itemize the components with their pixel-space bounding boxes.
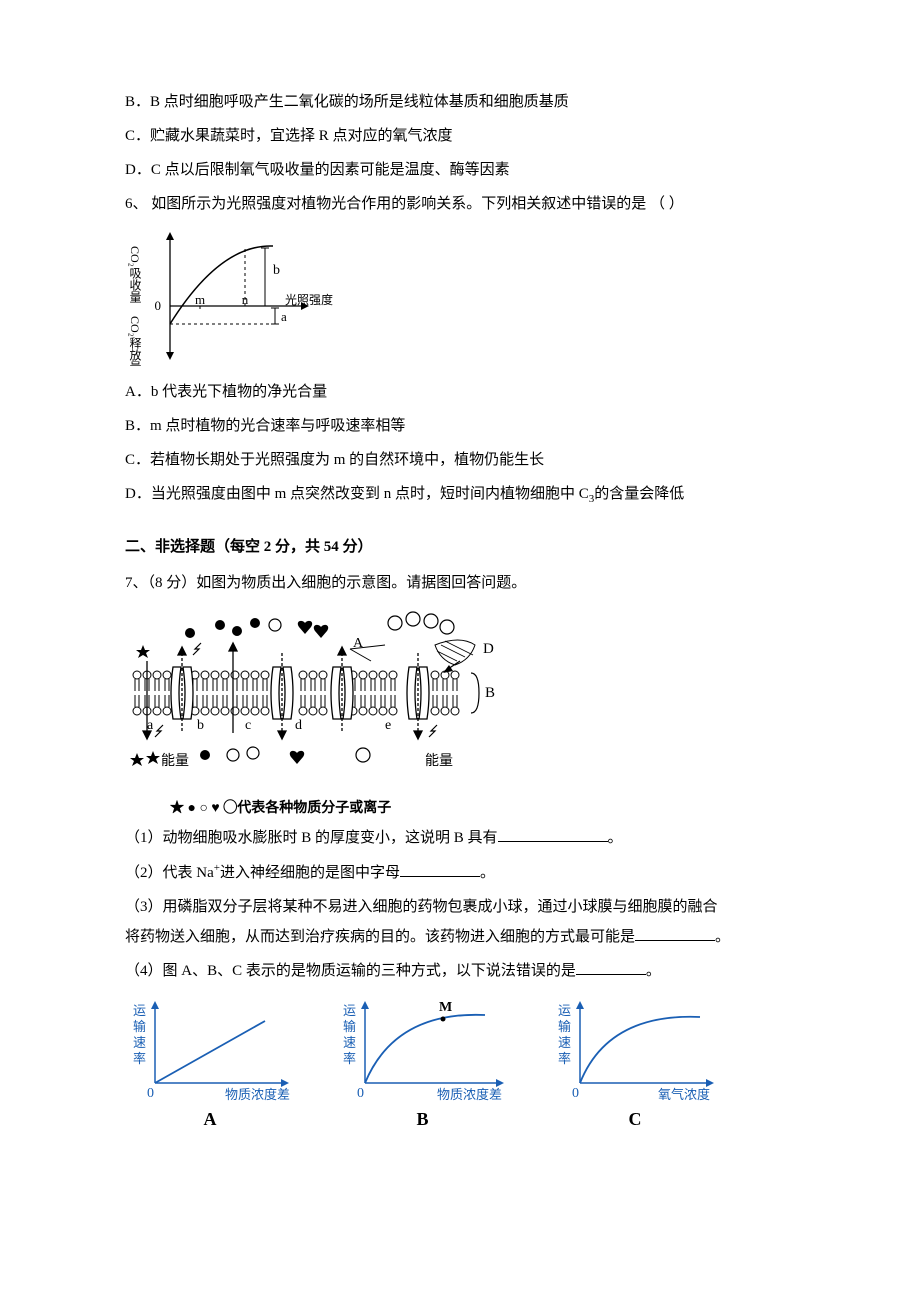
svg-text:运: 运 (558, 1003, 571, 1018)
svg-text:b: b (197, 718, 204, 733)
svg-text:0: 0 (147, 1086, 154, 1101)
q6-figure: 0 m n b a 光照强度 CO₂吸收量 CO₂释放量 (125, 226, 805, 374)
q6-opt-a: A．b 代表光下植物的净光合量 (125, 380, 805, 404)
q7-stem: 7、（8 分）如图为物质出入细胞的示意图。请据图回答问题。 (125, 571, 805, 595)
chart-c: 运 输 速 率 0 氧气浓度 C (550, 993, 720, 1134)
svg-text:输: 输 (133, 1019, 146, 1034)
q6-a-label: a (281, 309, 287, 324)
q6-ytop-label: CO₂吸收量 (128, 246, 142, 303)
q7-membrane-figure: a b c d e A B D 能量 能量 ★ ● ○ ♥ ◯代表各种物质分子或… (125, 605, 805, 820)
q7-charts-row: 运 输 速 率 0 物质浓度差 A M 运 输 速 率 (125, 993, 805, 1134)
svg-text:输: 输 (558, 1019, 571, 1034)
svg-text:0: 0 (357, 1086, 364, 1101)
q6-n-label: n (242, 292, 249, 307)
q7-sub3a: （3）用磷脂双分子层将某种不易进入细胞的药物包裹成小球，通过小球膜与细胞膜的融合 (125, 895, 805, 919)
svg-text:a: a (147, 718, 154, 733)
q7-sub1: （1）动物细胞吸水膨胀时 B 的厚度变小，这说明 B 具有。 (125, 826, 805, 850)
svg-text:氧气浓度: 氧气浓度 (658, 1087, 710, 1102)
svg-text:运: 运 (343, 1003, 356, 1018)
svg-text:物质浓度差: 物质浓度差 (225, 1087, 290, 1102)
svg-text:物质浓度差: 物质浓度差 (437, 1087, 502, 1102)
svg-text:率: 率 (343, 1051, 356, 1066)
q7-sub2: （2）代表 Na+进入神经细胞的是图中字母。 (125, 860, 805, 885)
energy-label-2: 能量 (425, 753, 453, 769)
q6-opt-c: C．若植物长期处于光照强度为 m 的自然环境中，植物仍能生长 (125, 448, 805, 472)
chart-a: 运 输 速 率 0 物质浓度差 A (125, 993, 295, 1134)
svg-text:e: e (385, 718, 391, 733)
q5-opt-c: C．贮藏水果蔬菜时，宜选择 R 点对应的氧气浓度 (125, 124, 805, 148)
svg-text:速: 速 (343, 1035, 356, 1050)
q5-opt-d: D．C 点以后限制氧气吸收量的因素可能是温度、酶等因素 (125, 158, 805, 182)
q6-ybot-label: CO₂释放量 (128, 316, 142, 366)
svg-text:0: 0 (572, 1086, 579, 1101)
svg-text:B: B (485, 685, 495, 701)
energy-label-1: 能量 (161, 753, 189, 769)
q7-sub3b: 将药物送入细胞，从而达到治疗疾病的目的。该药物进入细胞的方式最可能是。 (125, 925, 805, 949)
chart-b: M 运 输 速 率 0 物质浓度差 B (335, 993, 510, 1134)
svg-text:运: 运 (133, 1003, 146, 1018)
svg-text:M: M (439, 1000, 452, 1015)
q6-xaxis-label: 光照强度 (285, 292, 333, 307)
q6-stem: 6、 如图所示为光照强度对植物光合作用的影响关系。下列相关叙述中错误的是 （ ） (125, 192, 805, 216)
chart-c-label: C (629, 1105, 642, 1134)
q6-b-label: b (273, 263, 280, 278)
svg-text:速: 速 (558, 1035, 571, 1050)
section-2-heading: 二、非选择题（每空 2 分，共 54 分） (125, 535, 805, 559)
q6-opt-d: D．当光照强度由图中 m 点突然改变到 n 点时，短时间内植物细胞中 C3的含量… (125, 482, 805, 509)
q7-figure-caption: ★ ● ○ ♥ ◯代表各种物质分子或离子 (170, 798, 805, 820)
svg-text:D: D (483, 641, 494, 657)
svg-text:A: A (353, 636, 364, 651)
q6-m-label: m (195, 292, 205, 307)
svg-text:速: 速 (133, 1035, 146, 1050)
svg-text:d: d (295, 718, 302, 733)
q5-opt-b: B．B 点时细胞呼吸产生二氧化碳的场所是线粒体基质和细胞质基质 (125, 90, 805, 114)
svg-text:c: c (245, 718, 251, 733)
q7-sub4: （4）图 A、B、C 表示的是物质运输的三种方式，以下说法错误的是。 (125, 959, 805, 983)
chart-b-label: B (416, 1105, 428, 1134)
q6-zero-label: 0 (155, 298, 162, 313)
svg-text:率: 率 (133, 1051, 146, 1066)
chart-a-label: A (204, 1105, 217, 1134)
q6-opt-b: B．m 点时植物的光合速率与呼吸速率相等 (125, 414, 805, 438)
svg-text:率: 率 (558, 1051, 571, 1066)
svg-text:输: 输 (343, 1019, 356, 1034)
